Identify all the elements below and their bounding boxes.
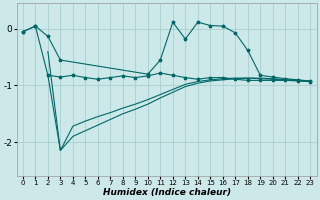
X-axis label: Humidex (Indice chaleur): Humidex (Indice chaleur) <box>102 188 231 197</box>
